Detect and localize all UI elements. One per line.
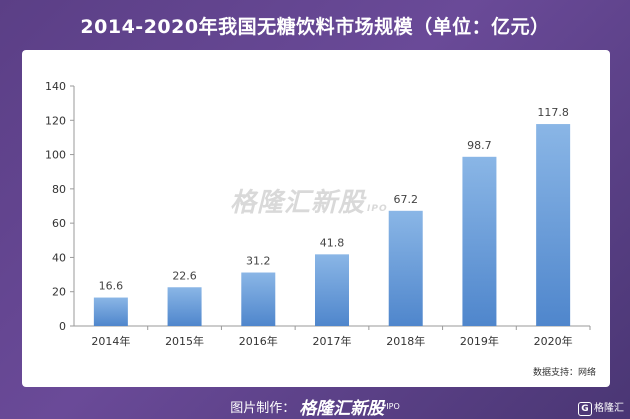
bar-value-label: 98.7 [467, 139, 492, 152]
bar-value-label: 31.2 [246, 255, 271, 268]
logo-g-icon: G [578, 402, 592, 416]
x-tick-label: 2019年 [460, 334, 499, 348]
corner-logo-text: 格隆汇 [594, 403, 624, 414]
bar [315, 254, 349, 326]
watermark: 格隆汇新股 IPO [230, 182, 388, 219]
y-tick-label: 40 [52, 251, 66, 264]
corner-logo: G 格隆汇 [578, 399, 624, 416]
bar [462, 156, 497, 326]
y-tick-label: 120 [45, 114, 66, 127]
chart-panel: 0 20 40 60 80 100 120 140 16.6 2014年 22.6 2015年 31.2… [22, 50, 610, 387]
bar-value-label: 117.8 [537, 106, 569, 119]
x-tick-label: 2020年 [534, 334, 573, 348]
x-tick-label: 2018年 [386, 334, 425, 348]
y-tick-label: 140 [45, 80, 66, 93]
watermark-sub: IPO [367, 204, 388, 214]
y-tick-label: 80 [52, 183, 66, 196]
bar-value-label: 67.2 [393, 193, 418, 206]
data-source-note: 数据支持：网络 [532, 368, 596, 378]
bar-value-label: 16.6 [99, 280, 124, 293]
watermark-brand: 格隆汇新股 [230, 188, 366, 218]
footer-sub: IPO [386, 402, 400, 411]
x-tick-label: 2017年 [313, 334, 352, 348]
bar [388, 210, 423, 326]
bar [241, 272, 276, 326]
footer-brand: 格隆汇新股 [299, 399, 385, 419]
bar [536, 124, 571, 326]
bar [93, 297, 128, 326]
footer-label: 图片制作： [230, 401, 296, 416]
chart-title: 2014-2020年我国无糖饮料市场规模（单位：亿元） [80, 16, 550, 38]
x-tick-label: 2016年 [239, 334, 278, 348]
bar [167, 287, 202, 326]
y-tick-label: 60 [52, 217, 66, 230]
y-tick-label: 20 [52, 286, 66, 299]
y-tick-label: 100 [45, 149, 66, 162]
bar-value-label: 41.8 [320, 236, 345, 249]
x-tick-label: 2014年 [91, 334, 130, 348]
x-tick-label: 2015年 [165, 334, 204, 348]
footer-credit: 图片制作： 格隆汇新股 IPO [0, 394, 630, 419]
y-tick-label: 0 [59, 320, 66, 333]
bar-chart: 0 20 40 60 80 100 120 140 16.6 2014年 22.6 2015年 31.2… [45, 80, 591, 348]
bar-value-label: 22.6 [172, 269, 197, 282]
